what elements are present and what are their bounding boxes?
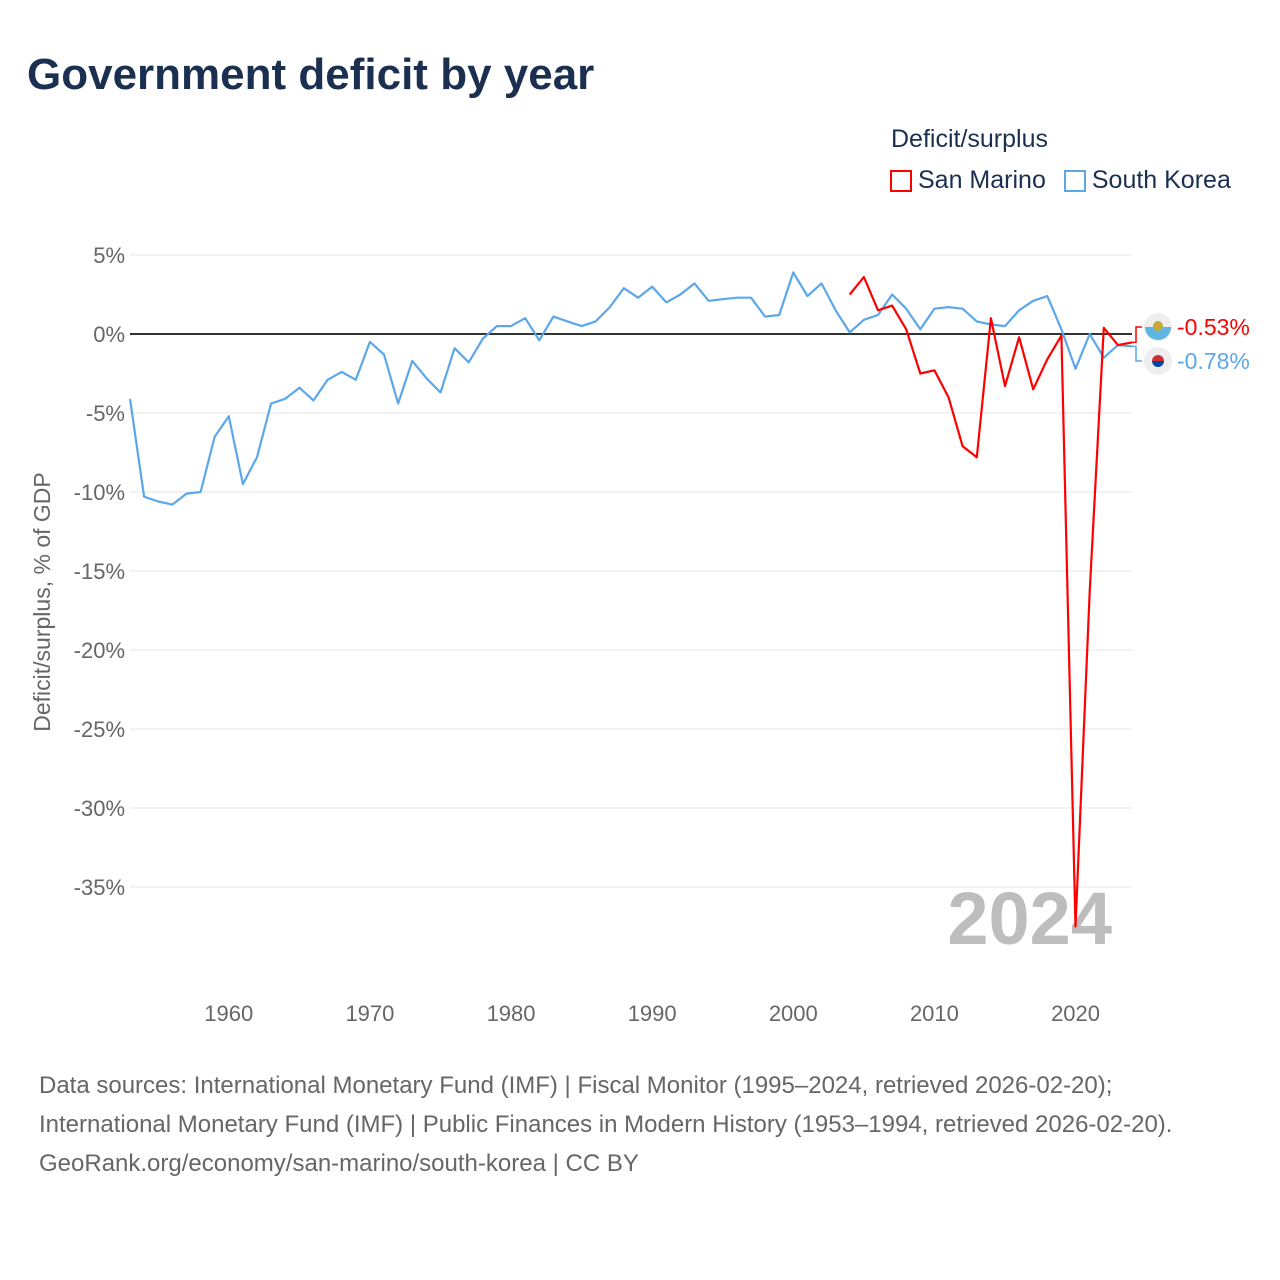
end-value-label: -0.53% [1177,314,1250,340]
x-tick-label: 2010 [910,1001,959,1026]
flag-part [1152,355,1164,361]
legend-swatch-san-marino [890,169,912,192]
footer: Data sources: International Monetary Fun… [39,1066,1239,1183]
flag-emblem [1153,321,1163,331]
legend-item-south-korea[interactable]: South Korea [1063,166,1231,195]
x-tick-label: 2000 [769,1001,818,1026]
legend-item-san-marino[interactable]: San Marino [890,166,1046,195]
y-axis-label: Deficit/surplus, % of GDP [29,472,55,731]
legend-label: San Marino [918,166,1046,194]
x-tick-label: 1990 [628,1001,677,1026]
chart-title: Government deficit by year [27,50,595,99]
legend-title: Deficit/surplus [891,125,1048,153]
x-tick-label: 2020 [1051,1001,1100,1026]
legend-swatch-south-korea [1063,169,1086,192]
end-value-label: -0.78% [1177,348,1250,374]
flag-part [1152,361,1164,367]
y-tick-label: -15% [74,559,125,584]
y-tick-label: 0% [93,322,125,347]
series-line-south-korea [128,271,1133,506]
label-connector [1132,326,1142,344]
y-tick-label: -5% [86,401,125,426]
series-line-san-marino [848,276,1133,928]
legend: San Marino South Korea [890,166,1231,195]
credit-link[interactable]: GeoRank.org/economy/san-marino/south-kor… [39,1150,639,1177]
x-tick-label: 1970 [345,1001,394,1026]
y-tick-label: -10% [74,480,125,505]
y-tick-label: 5% [93,243,125,268]
y-tick-label: -30% [74,796,125,821]
data-sources: Data sources: International Monetary Fun… [39,1072,1173,1138]
x-tick-label: 1960 [204,1001,253,1026]
label-connector [1132,345,1142,362]
legend-label: South Korea [1091,166,1231,194]
y-tick-label: -20% [74,638,125,663]
current-year-label: 2024 [947,877,1112,960]
y-tick-label: -35% [74,875,125,900]
x-tick-label: 1980 [487,1001,536,1026]
flag-part [1145,327,1171,340]
y-tick-label: -25% [74,717,125,742]
